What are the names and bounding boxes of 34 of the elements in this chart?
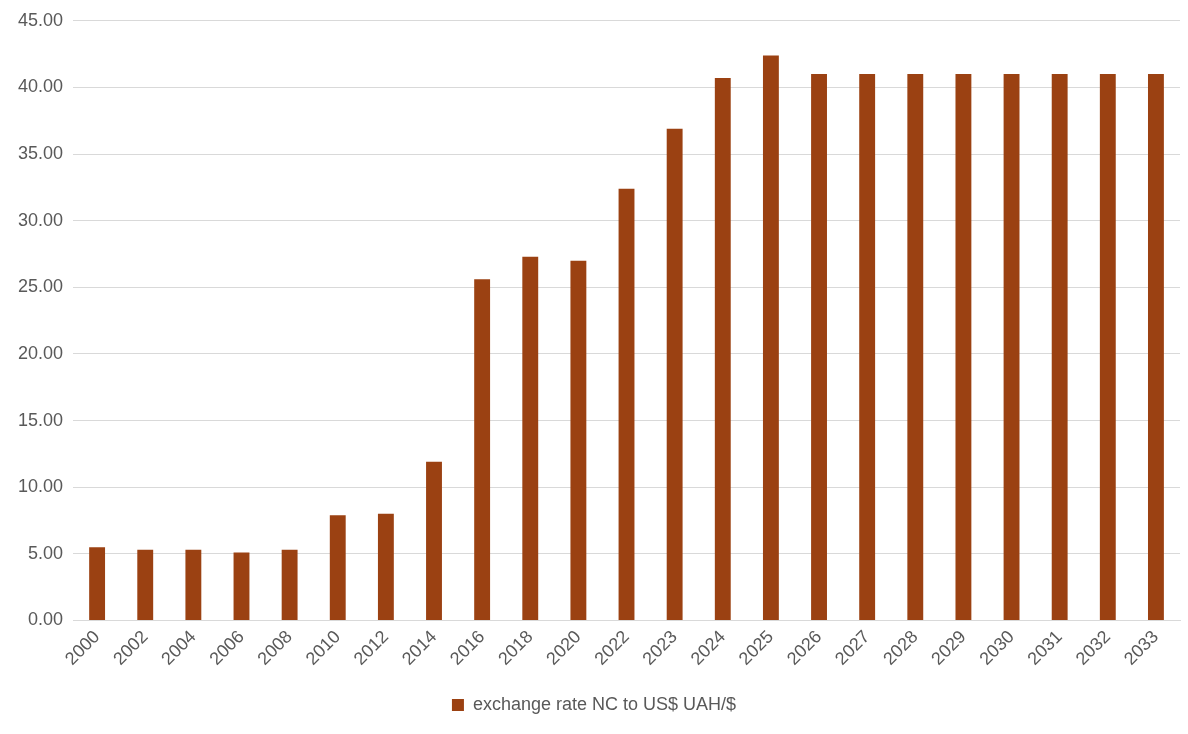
bar <box>137 549 154 620</box>
bar <box>570 260 587 620</box>
bar <box>377 513 394 620</box>
bar <box>859 74 876 620</box>
bar <box>907 74 924 620</box>
bar <box>1051 74 1068 620</box>
bar <box>714 78 731 620</box>
y-tick-label: 25.00 <box>18 276 64 297</box>
bar <box>618 188 635 620</box>
bar <box>426 461 442 620</box>
bar <box>1147 74 1164 620</box>
y-tick-label: 15.00 <box>18 409 64 430</box>
bar <box>666 128 683 620</box>
bar <box>89 547 106 620</box>
bar <box>281 549 298 620</box>
y-tick-label: 35.00 <box>18 143 64 164</box>
bar <box>811 74 827 620</box>
bar <box>1003 74 1020 620</box>
bar <box>474 279 491 620</box>
bar <box>522 256 539 620</box>
bar <box>233 552 250 620</box>
y-tick-label: 30.00 <box>18 209 64 230</box>
bar <box>1099 74 1116 620</box>
y-tick-label: 0.00 <box>28 609 64 630</box>
y-tick-label: 40.00 <box>18 76 64 97</box>
bar <box>955 74 972 620</box>
bar <box>329 515 346 620</box>
y-tick-label: 10.00 <box>18 476 64 497</box>
legend-label: exchange rate NC to US$ UAH/$ <box>472 693 737 714</box>
y-tick-label: 20.00 <box>18 342 64 363</box>
bar <box>185 549 202 620</box>
y-tick-label: 5.00 <box>28 542 64 563</box>
y-tick-label: 45.00 <box>18 9 64 30</box>
bar <box>762 55 779 620</box>
